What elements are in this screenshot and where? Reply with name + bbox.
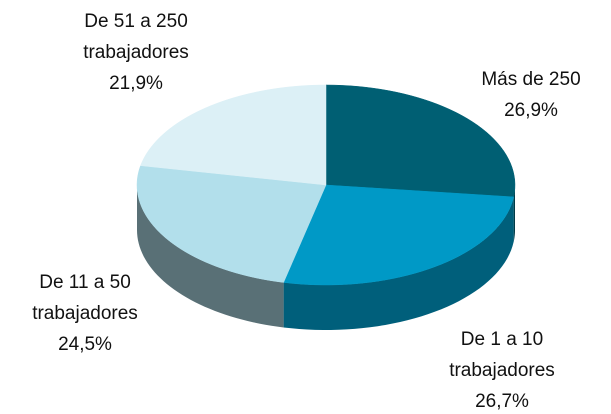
category-label: Más de 250 <box>481 69 581 90</box>
slice-side <box>513 185 515 242</box>
slice-label: De 1 a 10 trabajadores 26,7% <box>417 324 587 414</box>
slice-side <box>283 196 514 330</box>
value-label: 26,9% <box>504 100 558 121</box>
value-label: 21,9% <box>109 73 163 94</box>
value-label: 24,5% <box>58 334 112 355</box>
value-label: 26,7% <box>475 391 529 412</box>
slice <box>325 84 516 198</box>
slice <box>136 165 327 283</box>
slice <box>140 84 327 186</box>
slice-label: De 11 a 50 trabajadores 24,5% <box>0 267 170 360</box>
category-label: De 1 a 10 trabajadores <box>449 329 555 381</box>
category-label: De 11 a 50 trabajadores <box>32 272 138 324</box>
slice-label: De 51 a 250 trabajadores 21,9% <box>51 6 221 99</box>
slice <box>283 184 514 286</box>
slice-label: Más de 250 26,9% <box>446 64 611 126</box>
category-label: De 51 a 250 trabajadores <box>83 11 189 63</box>
slice-side <box>137 185 284 328</box>
